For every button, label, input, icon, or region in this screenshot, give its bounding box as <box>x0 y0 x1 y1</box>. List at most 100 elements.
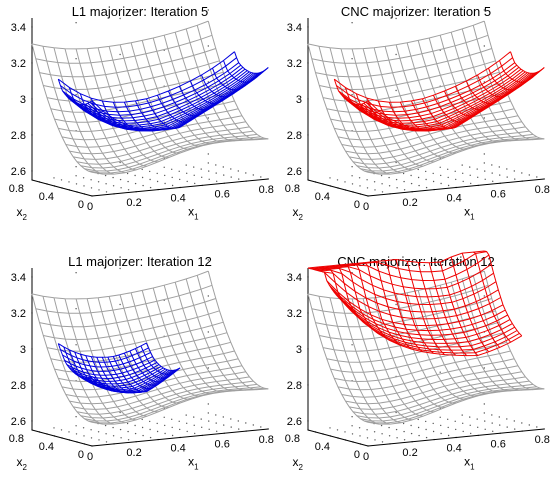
grid-dot <box>171 168 173 170</box>
grid-dot <box>395 17 397 20</box>
grid-dot <box>208 428 210 430</box>
cost-surface-line <box>76 380 254 415</box>
cost-surface-line <box>35 34 213 64</box>
majorizer-surface-line <box>314 263 492 290</box>
grid-dot <box>418 434 420 437</box>
grid-dot <box>366 429 368 431</box>
grid-dot <box>142 434 144 437</box>
grid-dot <box>388 176 390 179</box>
grid-dot <box>75 344 77 346</box>
grid-dot <box>156 422 158 425</box>
grid-dot <box>53 177 55 179</box>
cost-surface-line <box>46 321 224 352</box>
grid-dot <box>380 424 383 427</box>
grid-dot <box>351 344 353 346</box>
grid-dot <box>484 178 486 180</box>
cost-surface-line <box>307 20 485 50</box>
grid-dot <box>75 175 77 177</box>
z-tick-label: 3 <box>296 94 302 106</box>
majorizer-surface-line <box>60 347 149 363</box>
z-tick-label: 3.2 <box>11 58 26 70</box>
grid-dot <box>171 176 173 179</box>
grid-dot <box>483 162 485 164</box>
grid-dot <box>134 424 136 427</box>
cost-surface-line <box>39 298 216 328</box>
x1-tick-label: 0.6 <box>491 188 506 200</box>
cost-surface-line <box>84 136 261 172</box>
cost-surface-line <box>315 48 492 78</box>
grid-dot <box>388 435 391 437</box>
grid-dot <box>207 45 209 47</box>
majorizer-surface-line <box>340 64 518 116</box>
grid-dot <box>185 414 187 416</box>
grid-dot <box>514 178 516 180</box>
grid-dot <box>230 426 232 428</box>
cost-surface-line <box>311 284 489 314</box>
grid-dot <box>98 439 100 441</box>
majorizer-surface-line <box>62 62 240 113</box>
cost-surface-line <box>39 48 216 78</box>
z-tick-label: 2.6 <box>11 166 26 178</box>
grid-dot <box>447 184 450 187</box>
grid-dot <box>395 53 397 56</box>
x1-axis-label: x1 <box>464 205 475 222</box>
grid-dot <box>119 89 121 92</box>
grid-dot <box>366 179 368 181</box>
grid-dot <box>506 168 508 170</box>
grid-dot <box>119 428 122 431</box>
grid-dot <box>351 94 353 96</box>
grid-dot <box>104 424 107 427</box>
grid-dot <box>351 166 353 168</box>
grid-dot <box>425 420 427 423</box>
x1-tick-label: 0.4 <box>170 443 185 455</box>
majorizer-surface-line <box>64 356 153 372</box>
z-tick-label: 3.2 <box>287 58 302 70</box>
x1-tick-label: 0.6 <box>491 438 506 450</box>
x1-tick-label: 0.2 <box>126 197 141 209</box>
cost-surface-line <box>50 332 228 363</box>
x2-axis-label-subscript: 2 <box>299 463 304 472</box>
cost-surface-line <box>73 126 250 160</box>
grid-dot <box>156 180 159 183</box>
majorizer-surface-line <box>74 72 252 128</box>
grid-dot <box>149 436 152 439</box>
grid-dot <box>454 420 456 422</box>
grid-dot <box>492 180 494 182</box>
grid-dot <box>336 429 339 431</box>
grid-dot <box>395 303 397 306</box>
grid-dot <box>208 178 210 180</box>
axes <box>307 268 545 447</box>
grid-dot <box>484 420 486 422</box>
grid-dot <box>75 416 77 418</box>
grid-dot <box>207 259 209 261</box>
grid-dot <box>476 418 478 420</box>
majorizer-surface-line <box>58 342 147 358</box>
grid-dot <box>447 176 449 179</box>
z-tick-label: 2.6 <box>287 416 302 428</box>
z-tick-label: 3.2 <box>11 308 26 320</box>
background-grid-dots <box>307 259 545 447</box>
grid-dot <box>410 182 413 185</box>
majorizer-surface-line <box>307 250 485 269</box>
grid-dot <box>506 176 508 178</box>
grid-dot <box>380 174 383 177</box>
grid-dot <box>388 185 391 187</box>
grid-dot <box>381 433 383 435</box>
grid-dot <box>134 432 137 435</box>
grid-dot <box>112 435 115 437</box>
grid-dot <box>498 416 500 418</box>
x1-tick-label: 0.8 <box>535 184 550 196</box>
panel-l1-iteration-12: L1 majorizer: Iteration 12 2.6 2.8 3 3.2 3.4 0… <box>9 254 274 472</box>
grid-dot <box>462 430 464 433</box>
x1-tick-label: 0.2 <box>402 447 417 459</box>
cost-surface-line <box>360 136 537 172</box>
grid-dot <box>417 168 419 171</box>
grid-dot <box>119 17 121 20</box>
grid-dot <box>499 174 501 176</box>
grid-dot <box>194 432 196 435</box>
grid-dot <box>223 424 225 426</box>
grid-dot <box>230 168 232 170</box>
x1-tick-label: 0.2 <box>126 447 141 459</box>
majorizer-surface-line <box>333 51 511 103</box>
z-tick-label: 2.8 <box>287 130 302 142</box>
